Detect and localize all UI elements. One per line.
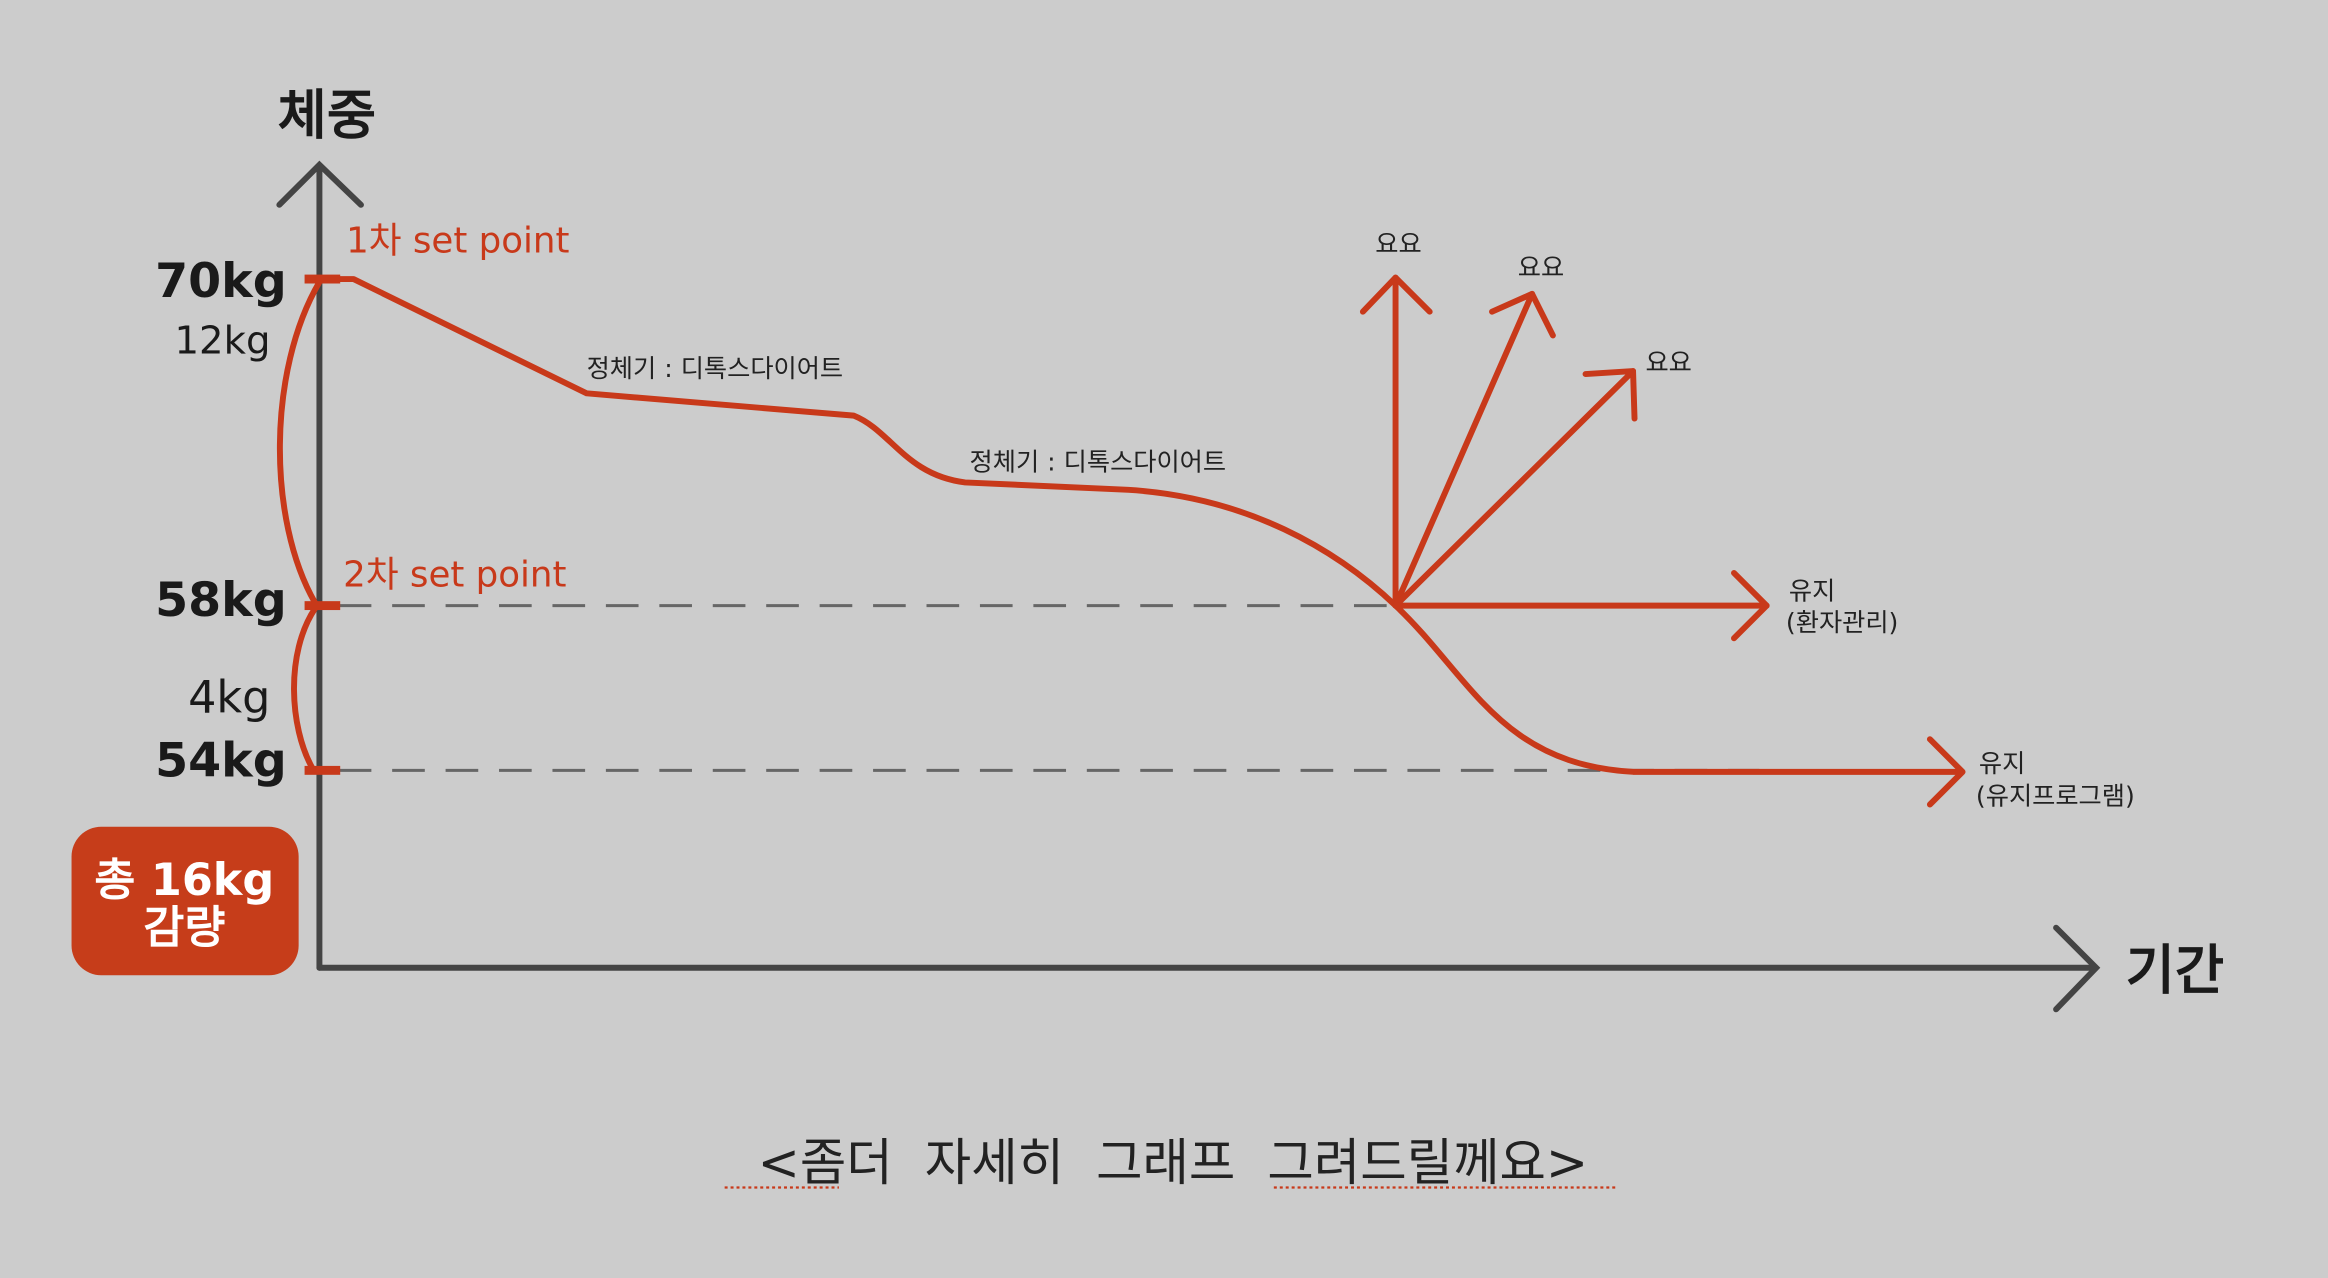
y-axis-label: 체중 [278,84,376,147]
maintain-b-line1: 유지 [1979,749,2025,778]
yoyo-label-a: 요요 [1375,229,1421,258]
badge-line2: 감량 [143,903,225,954]
yoyo-arrow-b [1392,290,1536,609]
second-set-point: 2차 set point [343,554,566,595]
tick-70kg [304,274,341,284]
label-58kg: 58kg [155,573,287,628]
plateau-label-1: 정체기 : 디톡스다이어트 [587,354,844,383]
weight-curve [316,276,1963,775]
maintain-b-line2: (유지프로그램) [1976,782,2135,811]
yoyo-arrowhead-a [1359,274,1433,315]
arc-4kg [291,605,318,771]
caption: <좀더 자세히 그래프 그려드릴께요> [758,1133,1589,1192]
tick-54kg [304,765,341,775]
badge-line1: 총 16kg [94,855,274,906]
total-loss-badge: 총 16kg 감량 [71,826,299,976]
yoyo-arrowhead-b [1489,290,1556,339]
first-set-point: 1차 set point [346,220,569,261]
yoyo-label-b: 요요 [1518,253,1564,282]
yoyo-arrow-c [1392,368,1637,609]
arc-12kg [276,279,323,606]
label-70kg: 70kg [155,254,287,309]
plateau-label-2: 정체기 : 디톡스다이어트 [970,448,1227,477]
x-axis-label: 기간 [2126,939,2224,1002]
label-54kg: 54kg [155,733,287,788]
maintain-b-arrowhead [1926,736,1966,808]
maintain-a-line1: 유지 [1789,577,1835,606]
label-4kg: 4kg [188,672,270,723]
label-12kg: 12kg [175,318,271,363]
yoyo-label-c: 요요 [1645,348,1691,377]
tick-58kg [304,601,341,611]
yoyo-arrowhead-c [1582,368,1638,422]
y-axis-arrowhead [276,160,364,208]
maintain-a-arrowhead [1731,569,1770,642]
x-axis-arrowhead [2053,924,2101,1013]
maintain-a-line2: (환자관리) [1786,608,1898,637]
